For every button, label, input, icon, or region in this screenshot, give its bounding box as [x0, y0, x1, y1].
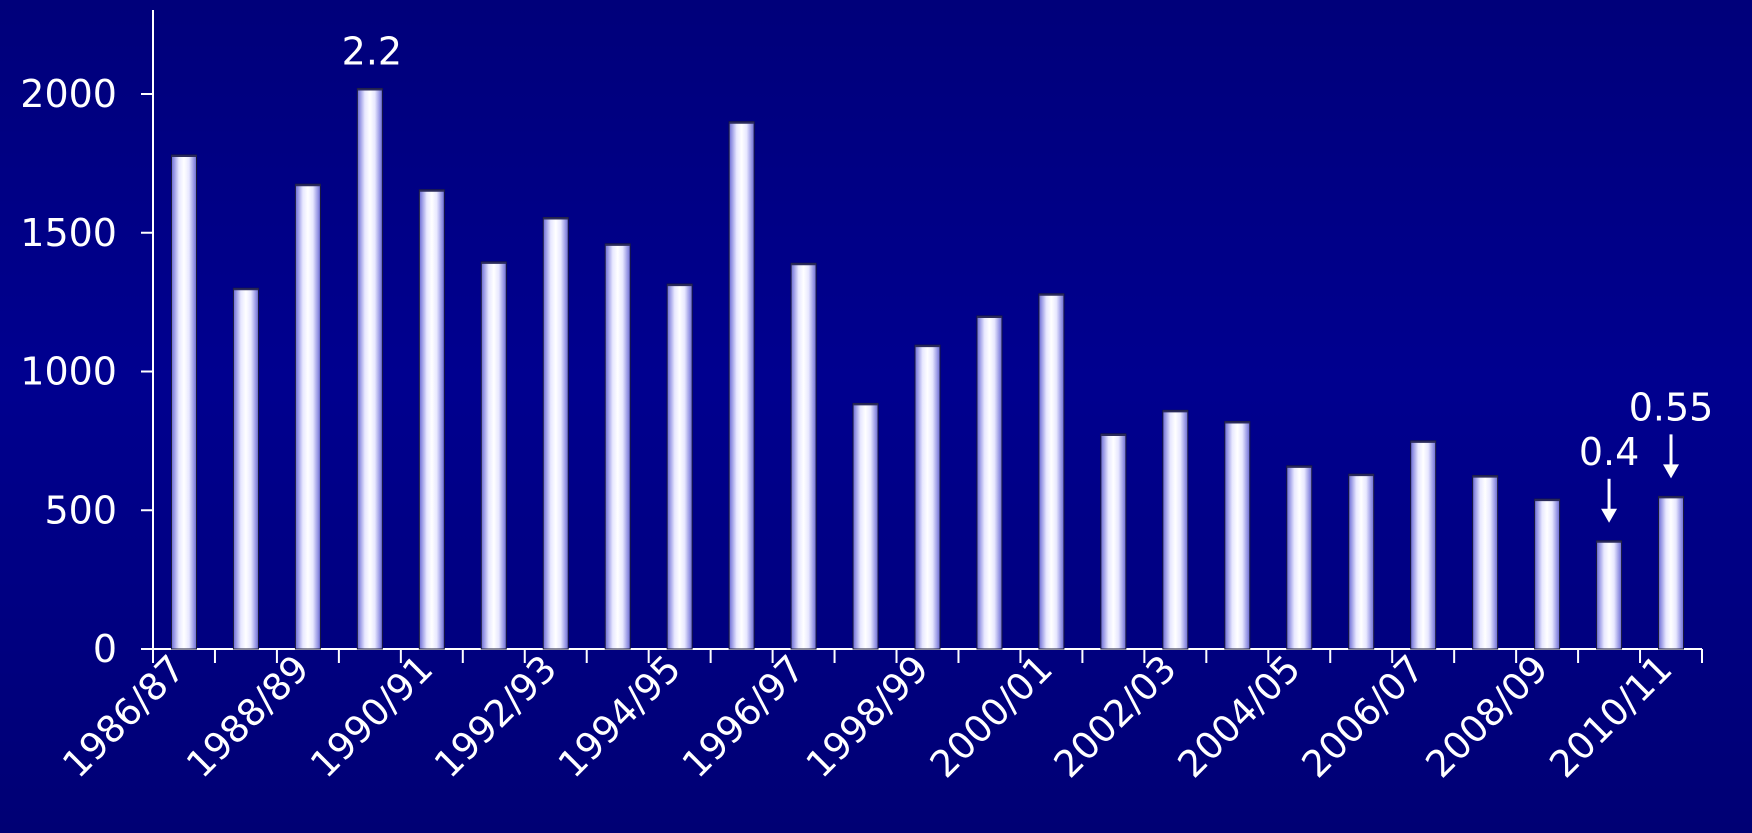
bar — [1100, 433, 1127, 650]
bar — [1534, 498, 1561, 650]
x-tick-label: 2010/11 — [1541, 647, 1680, 786]
bar — [1162, 409, 1189, 650]
bar — [170, 154, 197, 650]
x-tick-label: 2004/05 — [1170, 647, 1309, 786]
bar — [914, 344, 941, 650]
annotation-label: 2.2 — [342, 29, 402, 73]
x-tick-label: 2002/03 — [1046, 647, 1185, 786]
bars — [170, 87, 1685, 650]
bar — [232, 287, 259, 650]
x-tick-label: 1988/89 — [178, 647, 317, 786]
x-tick-label: 1990/91 — [302, 647, 441, 786]
annotation-label: 0.4 — [1579, 430, 1639, 474]
bar — [666, 283, 693, 650]
bar — [604, 243, 631, 650]
bar — [1038, 293, 1065, 650]
annotation-arrow-head — [1601, 508, 1618, 523]
bar — [728, 121, 755, 650]
bar — [790, 262, 817, 650]
x-tick-label: 1998/99 — [798, 647, 937, 786]
annotation-label: 0.55 — [1629, 385, 1714, 429]
bar — [356, 87, 383, 650]
y-tick-label: 1000 — [20, 350, 117, 394]
bar — [480, 261, 507, 650]
annotations: 2.2 0.40.55 — [342, 29, 1714, 523]
bar — [852, 402, 879, 650]
y-tick-label: 2000 — [20, 72, 117, 116]
y-axis: 0 500 1000 1500 2000 — [20, 10, 154, 671]
bar — [1658, 495, 1685, 650]
x-tick-label: 2008/09 — [1417, 647, 1556, 786]
y-tick-label: 0 — [93, 627, 117, 671]
y-tick-label: 500 — [44, 488, 117, 532]
x-tick-label: 2006/07 — [1294, 647, 1433, 786]
bar — [1286, 465, 1313, 650]
bar — [1348, 473, 1375, 650]
bar — [418, 189, 445, 650]
bar — [1596, 540, 1623, 650]
x-tick-label: 1996/97 — [674, 647, 813, 786]
x-tick-label: 1994/95 — [550, 647, 689, 786]
bar — [1410, 440, 1437, 650]
x-tick-label: 2000/01 — [922, 647, 1061, 786]
bar — [542, 216, 569, 650]
annotation-arrow-head — [1663, 464, 1680, 479]
x-tick-label: 1986/87 — [54, 647, 193, 786]
bar — [294, 183, 321, 650]
x-tick-label: 1992/93 — [426, 647, 565, 786]
bar — [976, 315, 1003, 650]
x-axis: 1986/871988/891990/911992/931994/951996/… — [54, 647, 1703, 786]
bar — [1472, 475, 1499, 650]
y-tick-label: 1500 — [20, 211, 117, 255]
bar — [1224, 420, 1251, 650]
